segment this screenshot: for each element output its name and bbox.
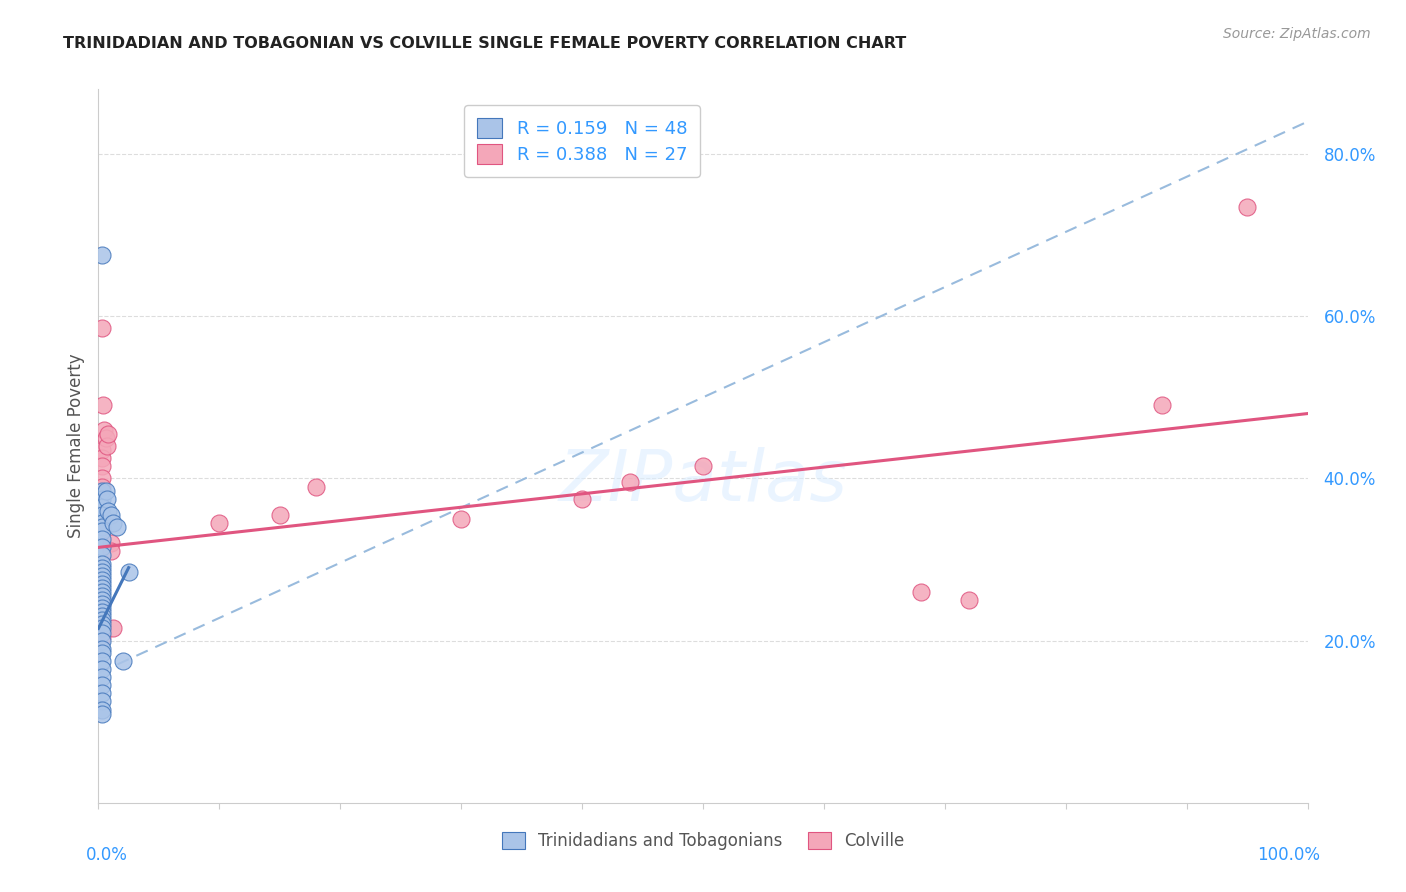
Point: [1236, 200, 1258, 214]
Point: [91, 508, 114, 522]
Point: [91, 500, 114, 514]
Point: [450, 512, 472, 526]
Point: [91, 622, 114, 636]
Point: [619, 475, 641, 490]
Point: [100, 544, 122, 558]
Point: [91, 585, 114, 599]
Point: [91, 609, 114, 624]
Point: [91, 670, 114, 684]
Point: [91, 593, 114, 607]
Point: [91, 516, 114, 530]
Text: Source: ZipAtlas.com: Source: ZipAtlas.com: [1223, 27, 1371, 41]
Legend: Trinidadians and Tobagonians, Colville: Trinidadians and Tobagonians, Colville: [494, 824, 912, 859]
Point: [91, 541, 114, 555]
Point: [96, 491, 118, 506]
Point: [96, 439, 118, 453]
Point: [94, 431, 117, 445]
Point: [91, 248, 114, 262]
Point: [91, 524, 114, 538]
Point: [91, 646, 114, 660]
Point: [910, 585, 932, 599]
Point: [91, 568, 114, 582]
Point: [91, 601, 114, 615]
Point: [91, 520, 114, 534]
Point: [91, 613, 114, 627]
Point: [97, 504, 120, 518]
Point: [91, 630, 114, 644]
Text: ZIPatlas: ZIPatlas: [558, 447, 848, 516]
Point: [93, 423, 115, 437]
Point: [208, 516, 231, 530]
Text: 0.0%: 0.0%: [86, 846, 128, 863]
Point: [101, 516, 124, 530]
Point: [269, 508, 291, 522]
Point: [91, 694, 114, 708]
Point: [111, 654, 134, 668]
Point: [91, 617, 114, 632]
Point: [692, 459, 714, 474]
Point: [91, 686, 114, 700]
Point: [91, 577, 114, 591]
Text: TRINIDADIAN AND TOBAGONIAN VS COLVILLE SINGLE FEMALE POVERTY CORRELATION CHART: TRINIDADIAN AND TOBAGONIAN VS COLVILLE S…: [63, 36, 907, 51]
Point: [91, 625, 114, 640]
Point: [91, 678, 114, 692]
Point: [100, 508, 122, 522]
Point: [91, 479, 114, 493]
Point: [91, 702, 114, 716]
Point: [91, 573, 114, 587]
Point: [91, 471, 114, 485]
Point: [100, 536, 122, 550]
Point: [1152, 399, 1174, 413]
Point: [957, 593, 980, 607]
Point: [91, 706, 114, 721]
Point: [571, 491, 593, 506]
Point: [105, 520, 128, 534]
Point: [91, 589, 114, 603]
Point: [91, 654, 114, 668]
Point: [305, 479, 328, 493]
Y-axis label: Single Female Poverty: Single Female Poverty: [66, 354, 84, 538]
Point: [91, 641, 114, 656]
Point: [101, 622, 124, 636]
Point: [91, 459, 114, 474]
Point: [91, 491, 114, 506]
Point: [94, 483, 117, 498]
Point: [91, 633, 114, 648]
Point: [91, 565, 114, 579]
Point: [91, 399, 114, 413]
Point: [91, 451, 114, 466]
Point: [91, 483, 114, 498]
Point: [91, 557, 114, 571]
Point: [91, 622, 114, 636]
Text: 100.0%: 100.0%: [1257, 846, 1320, 863]
Point: [118, 565, 141, 579]
Point: [91, 443, 114, 458]
Point: [91, 662, 114, 676]
Point: [91, 533, 114, 547]
Point: [91, 581, 114, 595]
Point: [91, 549, 114, 563]
Point: [97, 426, 120, 441]
Point: [91, 321, 114, 335]
Point: [91, 605, 114, 619]
Point: [91, 560, 114, 574]
Point: [91, 597, 114, 611]
